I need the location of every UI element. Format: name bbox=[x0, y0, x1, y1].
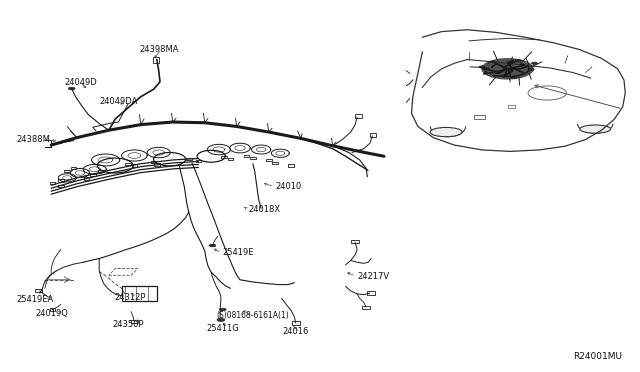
Text: 24019Q: 24019Q bbox=[35, 309, 68, 318]
Bar bbox=[228, 158, 233, 160]
Bar bbox=[50, 182, 56, 184]
Ellipse shape bbox=[481, 58, 534, 80]
Text: 24350P: 24350P bbox=[112, 320, 143, 329]
Bar bbox=[35, 289, 42, 292]
Ellipse shape bbox=[68, 87, 75, 90]
Text: 24388M: 24388M bbox=[16, 135, 50, 144]
Text: 24016: 24016 bbox=[283, 327, 309, 336]
Text: 24217V: 24217V bbox=[357, 272, 389, 280]
Ellipse shape bbox=[479, 66, 485, 68]
Ellipse shape bbox=[209, 244, 216, 247]
Bar bbox=[90, 174, 96, 176]
Bar bbox=[367, 292, 375, 295]
Bar bbox=[351, 240, 359, 244]
Bar bbox=[70, 167, 77, 169]
Text: 25419EA: 25419EA bbox=[16, 295, 53, 304]
Ellipse shape bbox=[531, 62, 538, 64]
Text: (S)08168-6161A(1): (S)08168-6161A(1) bbox=[216, 311, 289, 320]
Bar bbox=[196, 160, 201, 162]
Bar bbox=[186, 158, 192, 160]
Bar bbox=[250, 157, 256, 159]
Ellipse shape bbox=[580, 125, 611, 133]
Bar bbox=[288, 164, 294, 167]
Ellipse shape bbox=[495, 71, 500, 74]
Text: R24001MU: R24001MU bbox=[573, 352, 622, 361]
Bar bbox=[122, 286, 157, 301]
Bar bbox=[153, 57, 159, 63]
Ellipse shape bbox=[529, 68, 534, 71]
Bar bbox=[244, 155, 250, 157]
Bar bbox=[266, 159, 271, 161]
Bar bbox=[99, 170, 104, 172]
Bar bbox=[474, 115, 485, 119]
Bar bbox=[508, 105, 515, 108]
Ellipse shape bbox=[220, 308, 226, 311]
Ellipse shape bbox=[516, 60, 522, 62]
Text: 24049D: 24049D bbox=[64, 78, 97, 87]
Bar bbox=[84, 177, 90, 180]
Bar bbox=[64, 170, 70, 172]
Text: 24018X: 24018X bbox=[248, 205, 280, 214]
Text: 25411G: 25411G bbox=[206, 324, 239, 333]
Text: 24049DA: 24049DA bbox=[99, 97, 138, 106]
Bar bbox=[58, 179, 64, 182]
Ellipse shape bbox=[430, 127, 462, 137]
Bar bbox=[154, 163, 160, 166]
Ellipse shape bbox=[511, 76, 517, 78]
Bar bbox=[132, 164, 137, 167]
Bar bbox=[362, 306, 370, 310]
Bar bbox=[131, 320, 138, 323]
Text: 24312P: 24312P bbox=[114, 293, 145, 302]
Bar bbox=[355, 114, 362, 118]
Bar bbox=[125, 163, 131, 165]
Text: 24398MA: 24398MA bbox=[140, 45, 179, 54]
Ellipse shape bbox=[217, 318, 225, 321]
Bar bbox=[151, 161, 157, 163]
Bar bbox=[221, 156, 227, 158]
Text: 24010: 24010 bbox=[275, 182, 301, 191]
Bar bbox=[273, 162, 278, 164]
Bar bbox=[292, 321, 300, 324]
Bar bbox=[50, 308, 56, 311]
Bar bbox=[370, 133, 376, 137]
Bar bbox=[58, 185, 64, 187]
Text: 25419E: 25419E bbox=[223, 248, 254, 257]
